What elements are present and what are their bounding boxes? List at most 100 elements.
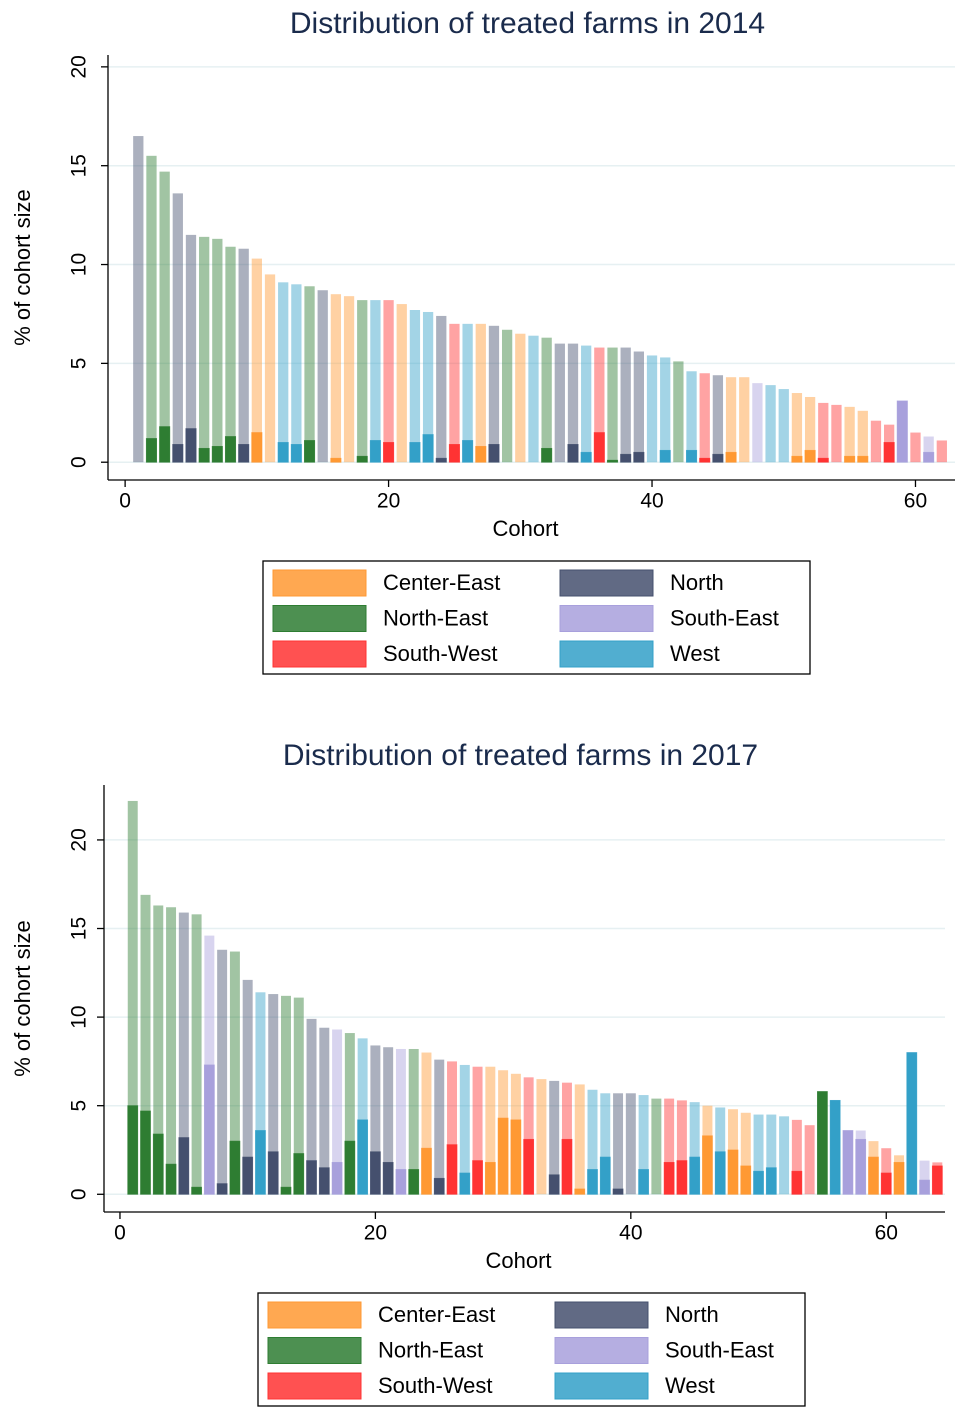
- total-bar: [651, 1098, 662, 1195]
- total-bar: [319, 1027, 330, 1195]
- total-bar: [357, 1038, 368, 1195]
- treated-bar: [712, 453, 724, 463]
- legend-label: Center-East: [383, 570, 500, 595]
- treated-bar: [725, 451, 737, 463]
- treated-bar: [638, 1169, 649, 1195]
- treated-bar: [791, 455, 803, 463]
- chart-title: Distribution of treated farms in 2017: [283, 739, 758, 772]
- treated-bar: [408, 1169, 420, 1195]
- total-bar: [715, 1107, 726, 1195]
- treated-bar: [293, 1153, 305, 1195]
- total-bar: [523, 1077, 534, 1195]
- total-bar: [357, 300, 368, 463]
- treated-bar: [475, 445, 487, 463]
- total-bar: [475, 323, 486, 463]
- legend-swatch: [267, 1337, 362, 1364]
- total-bar: [472, 1066, 483, 1195]
- treated-bar: [421, 1147, 432, 1195]
- treated-bar: [548, 1174, 560, 1195]
- treated-bar: [472, 1160, 483, 1195]
- y-tick-label: 0: [68, 1188, 91, 1200]
- treated-bar: [159, 426, 171, 463]
- treated-bar: [620, 453, 632, 463]
- treated-bar: [224, 436, 237, 463]
- total-bar: [633, 351, 644, 463]
- total-bar: [185, 234, 197, 463]
- total-bar: [910, 432, 921, 463]
- treated-bar: [855, 1138, 867, 1195]
- total-bar: [436, 315, 447, 463]
- total-bar: [422, 311, 434, 463]
- treated-bar: [510, 1119, 522, 1195]
- total-bar: [146, 155, 157, 463]
- treated-bar: [686, 449, 698, 463]
- legend-swatch: [272, 605, 367, 632]
- total-bar: [434, 1059, 445, 1195]
- total-bar: [725, 377, 737, 463]
- total-bar: [766, 1114, 777, 1195]
- treated-bar: [185, 428, 197, 463]
- y-tick-label: 20: [68, 828, 91, 851]
- total-bar: [660, 357, 671, 463]
- treated-bar: [689, 1156, 701, 1195]
- treated-bar: [306, 1160, 317, 1195]
- x-tick-label: 0: [114, 1222, 126, 1245]
- total-bar: [739, 377, 750, 463]
- treated-bar: [145, 438, 158, 463]
- total-bar: [153, 905, 164, 1195]
- legend-label: North: [665, 1302, 719, 1327]
- treated-bar: [497, 1117, 509, 1195]
- legend-label: West: [665, 1373, 715, 1398]
- treated-bar: [844, 455, 856, 463]
- total-bar: [753, 1114, 764, 1195]
- total-bar: [857, 410, 868, 463]
- total-bar: [264, 274, 276, 463]
- total-bar: [396, 304, 407, 463]
- treated-bar: [304, 440, 316, 463]
- treated-bar: [593, 432, 605, 463]
- total-bar: [485, 1066, 496, 1195]
- total-bar: [229, 951, 240, 1195]
- legend-swatch: [559, 569, 654, 597]
- treated-bar: [318, 1167, 330, 1195]
- legend-swatch: [267, 1372, 362, 1400]
- total-bar: [238, 248, 249, 463]
- total-bar: [291, 284, 302, 463]
- treated-bar: [633, 451, 645, 463]
- total-bar: [919, 1160, 930, 1195]
- treated-bar: [238, 444, 250, 463]
- treated-bar: [357, 1119, 369, 1195]
- treated-bar: [422, 434, 434, 463]
- treated-bar: [561, 1138, 573, 1195]
- treated-bar: [699, 457, 711, 463]
- legend-swatch: [559, 605, 654, 632]
- treated-bar: [580, 451, 592, 463]
- total-bar: [242, 979, 253, 1195]
- treated-bar: [931, 1165, 943, 1195]
- treated-bar: [727, 1149, 739, 1195]
- x-tick-label: 60: [904, 490, 927, 513]
- treated-bar: [896, 400, 908, 463]
- total-bar: [212, 238, 223, 463]
- treated-bar: [829, 1099, 841, 1195]
- total-bar: [462, 323, 473, 463]
- total-bar: [689, 1102, 700, 1195]
- treated-bar: [344, 1140, 356, 1195]
- treated-bar: [331, 1161, 343, 1195]
- total-bar: [370, 1045, 381, 1195]
- x-axis-label: Cohort: [485, 1248, 551, 1273]
- treated-bar: [753, 1170, 764, 1195]
- y-tick-label: 15: [68, 154, 91, 177]
- treated-bar: [172, 444, 184, 463]
- total-bar: [251, 258, 262, 463]
- treated-bar: [165, 1163, 177, 1195]
- total-bar: [370, 300, 381, 463]
- total-bar: [881, 1148, 892, 1195]
- total-bar: [844, 406, 855, 463]
- total-bar: [804, 396, 816, 463]
- total-bar: [343, 296, 355, 463]
- total-bar: [447, 1061, 458, 1195]
- y-tick-label: 0: [68, 456, 91, 468]
